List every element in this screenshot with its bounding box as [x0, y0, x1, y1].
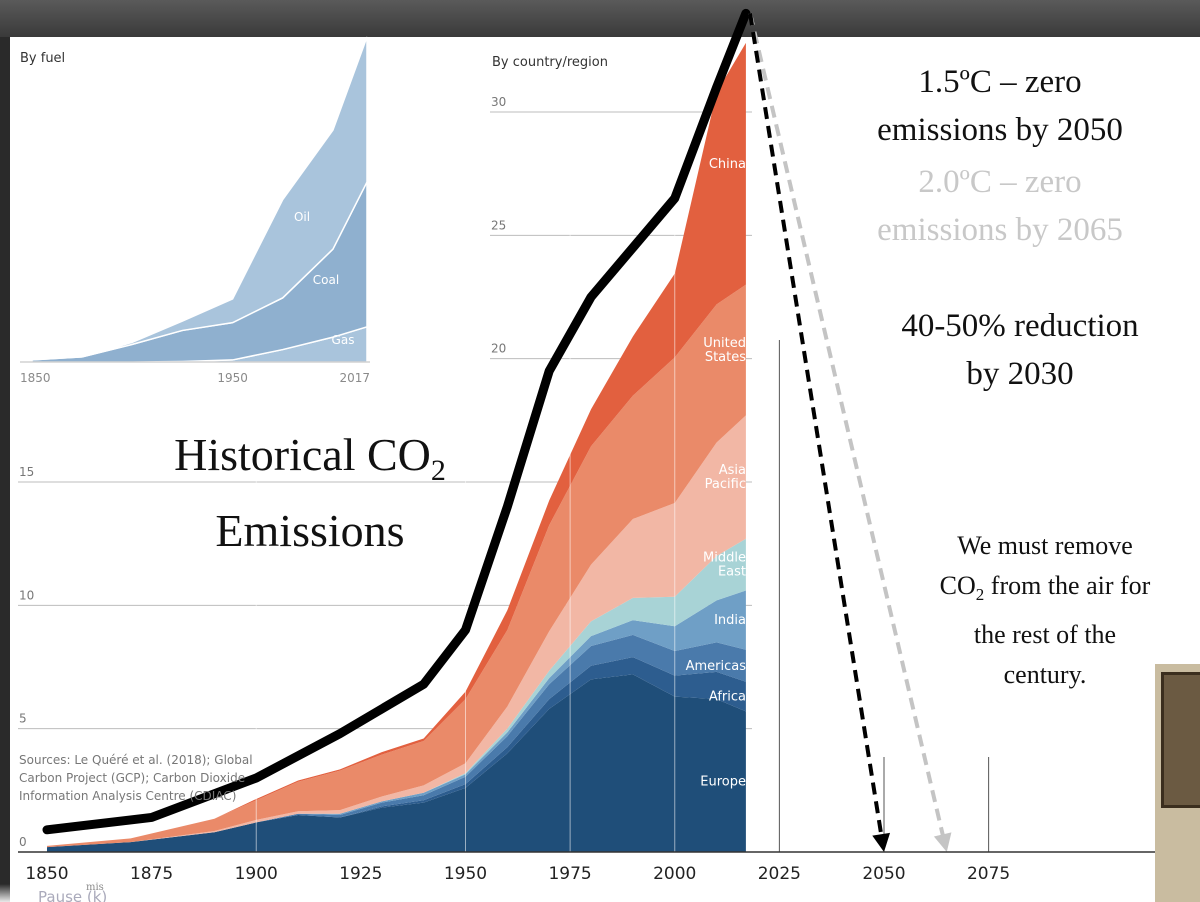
trend-line — [42, 8, 751, 835]
panel-label-region: By country/region — [492, 55, 608, 70]
webcam-overlay — [1155, 664, 1200, 902]
reduction-line2: by 2030 — [966, 356, 1074, 392]
region-label-china: China — [709, 157, 746, 172]
path-15c-line — [748, 13, 884, 839]
sources-line-2: Information Analysis Centre (CDIAC) — [19, 789, 236, 803]
removal-line4: century. — [1003, 660, 1087, 690]
x-label-2025: 2025 — [758, 864, 801, 884]
title-sub: 2 — [430, 454, 446, 488]
panel-label-fuel: By fuel — [20, 51, 65, 66]
region-label-asia-pacific: Pacific — [705, 477, 746, 492]
inset-x-label-1950: 1950 — [217, 371, 248, 385]
title-historical-co2: Historical CO2 Emissions — [110, 425, 510, 561]
reduction-line1: 40-50% reduction — [901, 308, 1139, 344]
y-tick-label-5: 5 — [19, 712, 27, 726]
title-line2: Emissions — [215, 505, 405, 557]
inset-area-oil — [31, 36, 368, 361]
reduction-note: 40-50% reduction by 2030 — [850, 302, 1190, 398]
historical-trend-line — [42, 8, 751, 835]
region-label-united-states: States — [705, 350, 746, 365]
region-label-middle-east: Middle — [703, 551, 746, 566]
x-label-1850: 1850 — [25, 864, 68, 884]
sources-line-1: Carbon Project (GCP); Carbon Dioxide — [19, 771, 245, 785]
area-americas — [47, 634, 746, 848]
region-label-united-states: United — [703, 336, 746, 351]
target-20c-line1: 2.0ºC – zero — [918, 164, 1082, 200]
removal-line2-a: CO — [939, 571, 976, 600]
inset-x-label-1850: 1850 — [20, 371, 51, 385]
picture-frame — [1161, 672, 1200, 808]
video-controls-fade — [0, 884, 1155, 902]
target-20c-line2: emissions by 2065 — [877, 212, 1123, 248]
path-15c-arrowhead — [872, 832, 891, 852]
caption-fragment: mis — [86, 882, 104, 893]
x-label-2075: 2075 — [967, 864, 1010, 884]
removal-line3: the rest of the — [973, 620, 1117, 650]
inset-x-label-2017: 2017 — [339, 371, 370, 385]
y-tick-label-15: 15 — [19, 465, 34, 479]
removal-line1: We must remove — [957, 531, 1133, 560]
y-tick-label-30: 30 — [491, 95, 506, 109]
x-axis: 1850 1875 1900 1925 1950 1975 2000 2025 2050 2075 — [18, 851, 1155, 884]
region-label-middle-east: East — [718, 565, 746, 580]
x-label-1975: 1975 — [548, 864, 591, 884]
title-line1: Historical CO — [174, 429, 431, 480]
target-paths — [748, 12, 952, 852]
path-2c-line — [748, 12, 946, 839]
inset-by-fuel: 1850 1950 2017 Oil Coal Gas — [20, 36, 370, 385]
target-20c: 2.0ºC – zero emissions by 2065 — [830, 158, 1170, 254]
region-label-africa: Africa — [709, 690, 746, 705]
target-15c-line1: 1.5ºC – zero — [918, 64, 1082, 100]
sources-line-0: Sources: Le Quéré et al. (2018); Global — [19, 753, 253, 767]
region-areas — [47, 42, 746, 852]
video-top-bar — [0, 0, 1200, 37]
x-label-1900: 1900 — [235, 864, 278, 884]
region-label-asia-pacific: Asia — [719, 463, 746, 478]
area-africa — [47, 657, 746, 848]
inset-label-gas: Gas — [332, 333, 355, 347]
pause-tooltip[interactable]: Pause (k) — [38, 888, 108, 902]
region-label-india: India — [714, 613, 746, 628]
x-label-2050: 2050 — [862, 864, 905, 884]
removal-line2: CO2 from the air for — [885, 566, 1200, 615]
target-15c: 1.5ºC – zero emissions by 2050 — [830, 58, 1170, 154]
y-tick-labels: 0 5 10 15 20 25 30 — [19, 95, 506, 849]
y-tick-label-25: 25 — [491, 218, 506, 232]
x-label-2000: 2000 — [653, 864, 696, 884]
removal-note: We must remove CO2 from the air for the … — [885, 526, 1200, 695]
removal-line2-b: from the air for — [984, 571, 1151, 600]
target-15c-line2: emissions by 2050 — [877, 112, 1123, 148]
y-tick-label-0: 0 — [19, 835, 27, 849]
x-label-1950: 1950 — [444, 864, 487, 884]
region-label-europe: Europe — [700, 775, 746, 790]
area-europe — [47, 674, 746, 852]
removal-line2-sub: 2 — [975, 585, 985, 605]
path-2c-arrowhead — [933, 832, 952, 852]
x-label-1925: 1925 — [339, 864, 382, 884]
x-label-1875: 1875 — [130, 864, 173, 884]
y-tick-label-20: 20 — [491, 342, 506, 356]
inset-label-oil: Oil — [294, 210, 310, 224]
region-label-americas: Americas — [686, 659, 747, 674]
y-tick-label-10: 10 — [19, 588, 34, 602]
sources-note: Sources: Le Quéré et al. (2018); Global C… — [19, 753, 253, 803]
inset-label-coal: Coal — [313, 273, 339, 287]
